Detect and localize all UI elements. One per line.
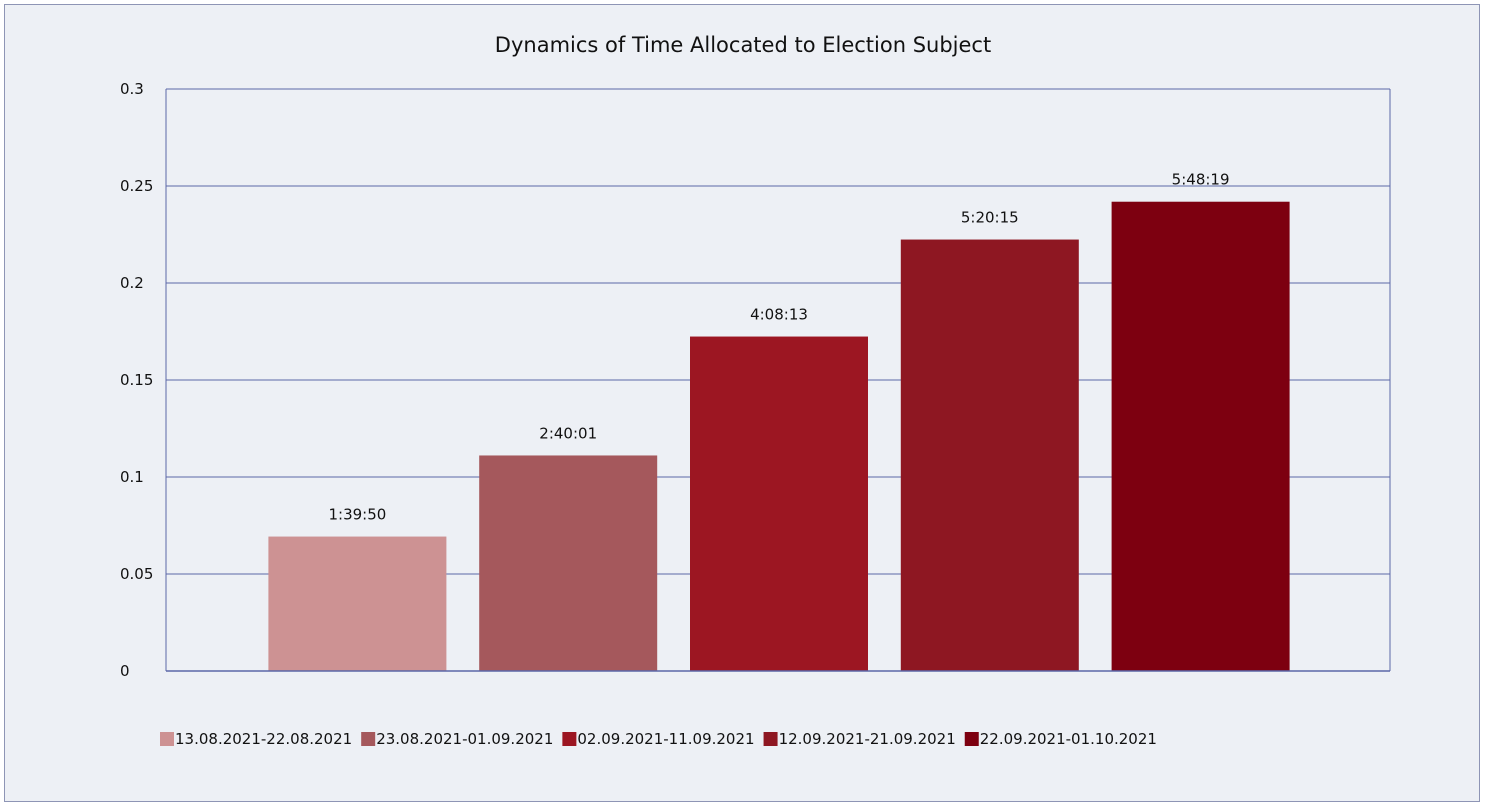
legend-swatch [562, 732, 577, 746]
y-tick-label: 0 [120, 662, 130, 680]
data-label: 4:08:13 [750, 306, 808, 324]
legend-label: 12.09.2021-21.09.2021 [779, 730, 956, 748]
legend-swatch [160, 732, 174, 746]
data-label: 2:40:01 [539, 424, 597, 442]
legend: 13.08.2021-22.08.2021 23.08.2021-01.09.20… [160, 730, 1157, 748]
bar [1111, 201, 1290, 672]
chart-title: Dynamics of Time Allocated to Election S… [495, 33, 991, 57]
bar [268, 536, 447, 671]
y-tick-label: 0.15 [120, 371, 153, 389]
chart-frame: Dynamics of Time Allocated to Election S… [4, 4, 1480, 802]
data-label: 1:39:50 [328, 506, 386, 524]
y-tick-label: 0.2 [120, 274, 144, 292]
bar [690, 336, 868, 671]
bars-layer [166, 201, 1390, 672]
bar [900, 239, 1079, 671]
y-tick-label: 0.05 [120, 565, 153, 583]
y-tick-label: 0.1 [120, 468, 144, 486]
data-label: 5:20:15 [961, 209, 1019, 227]
legend-label: 13.08.2021-22.08.2021 [175, 730, 352, 748]
legend-label: 02.09.2021-11.09.2021 [577, 730, 754, 748]
legend-swatch [763, 732, 778, 746]
legend-swatch [361, 732, 376, 746]
legend-label: 22.09.2021-01.10.2021 [980, 730, 1157, 748]
legend-swatch [964, 732, 979, 746]
y-tick-label: 0.25 [120, 177, 153, 195]
data-label: 5:48:19 [1172, 171, 1230, 189]
chart-svg: Dynamics of Time Allocated to Election S… [120, 33, 1391, 748]
bar [479, 455, 658, 671]
data-labels-layer: 1:39:50 2:40:01 4:08:13 5:20:15 5:48:19 [328, 171, 1229, 524]
legend-label: 23.08.2021-01.09.2021 [376, 730, 553, 748]
y-tick-label: 0.3 [120, 80, 144, 98]
